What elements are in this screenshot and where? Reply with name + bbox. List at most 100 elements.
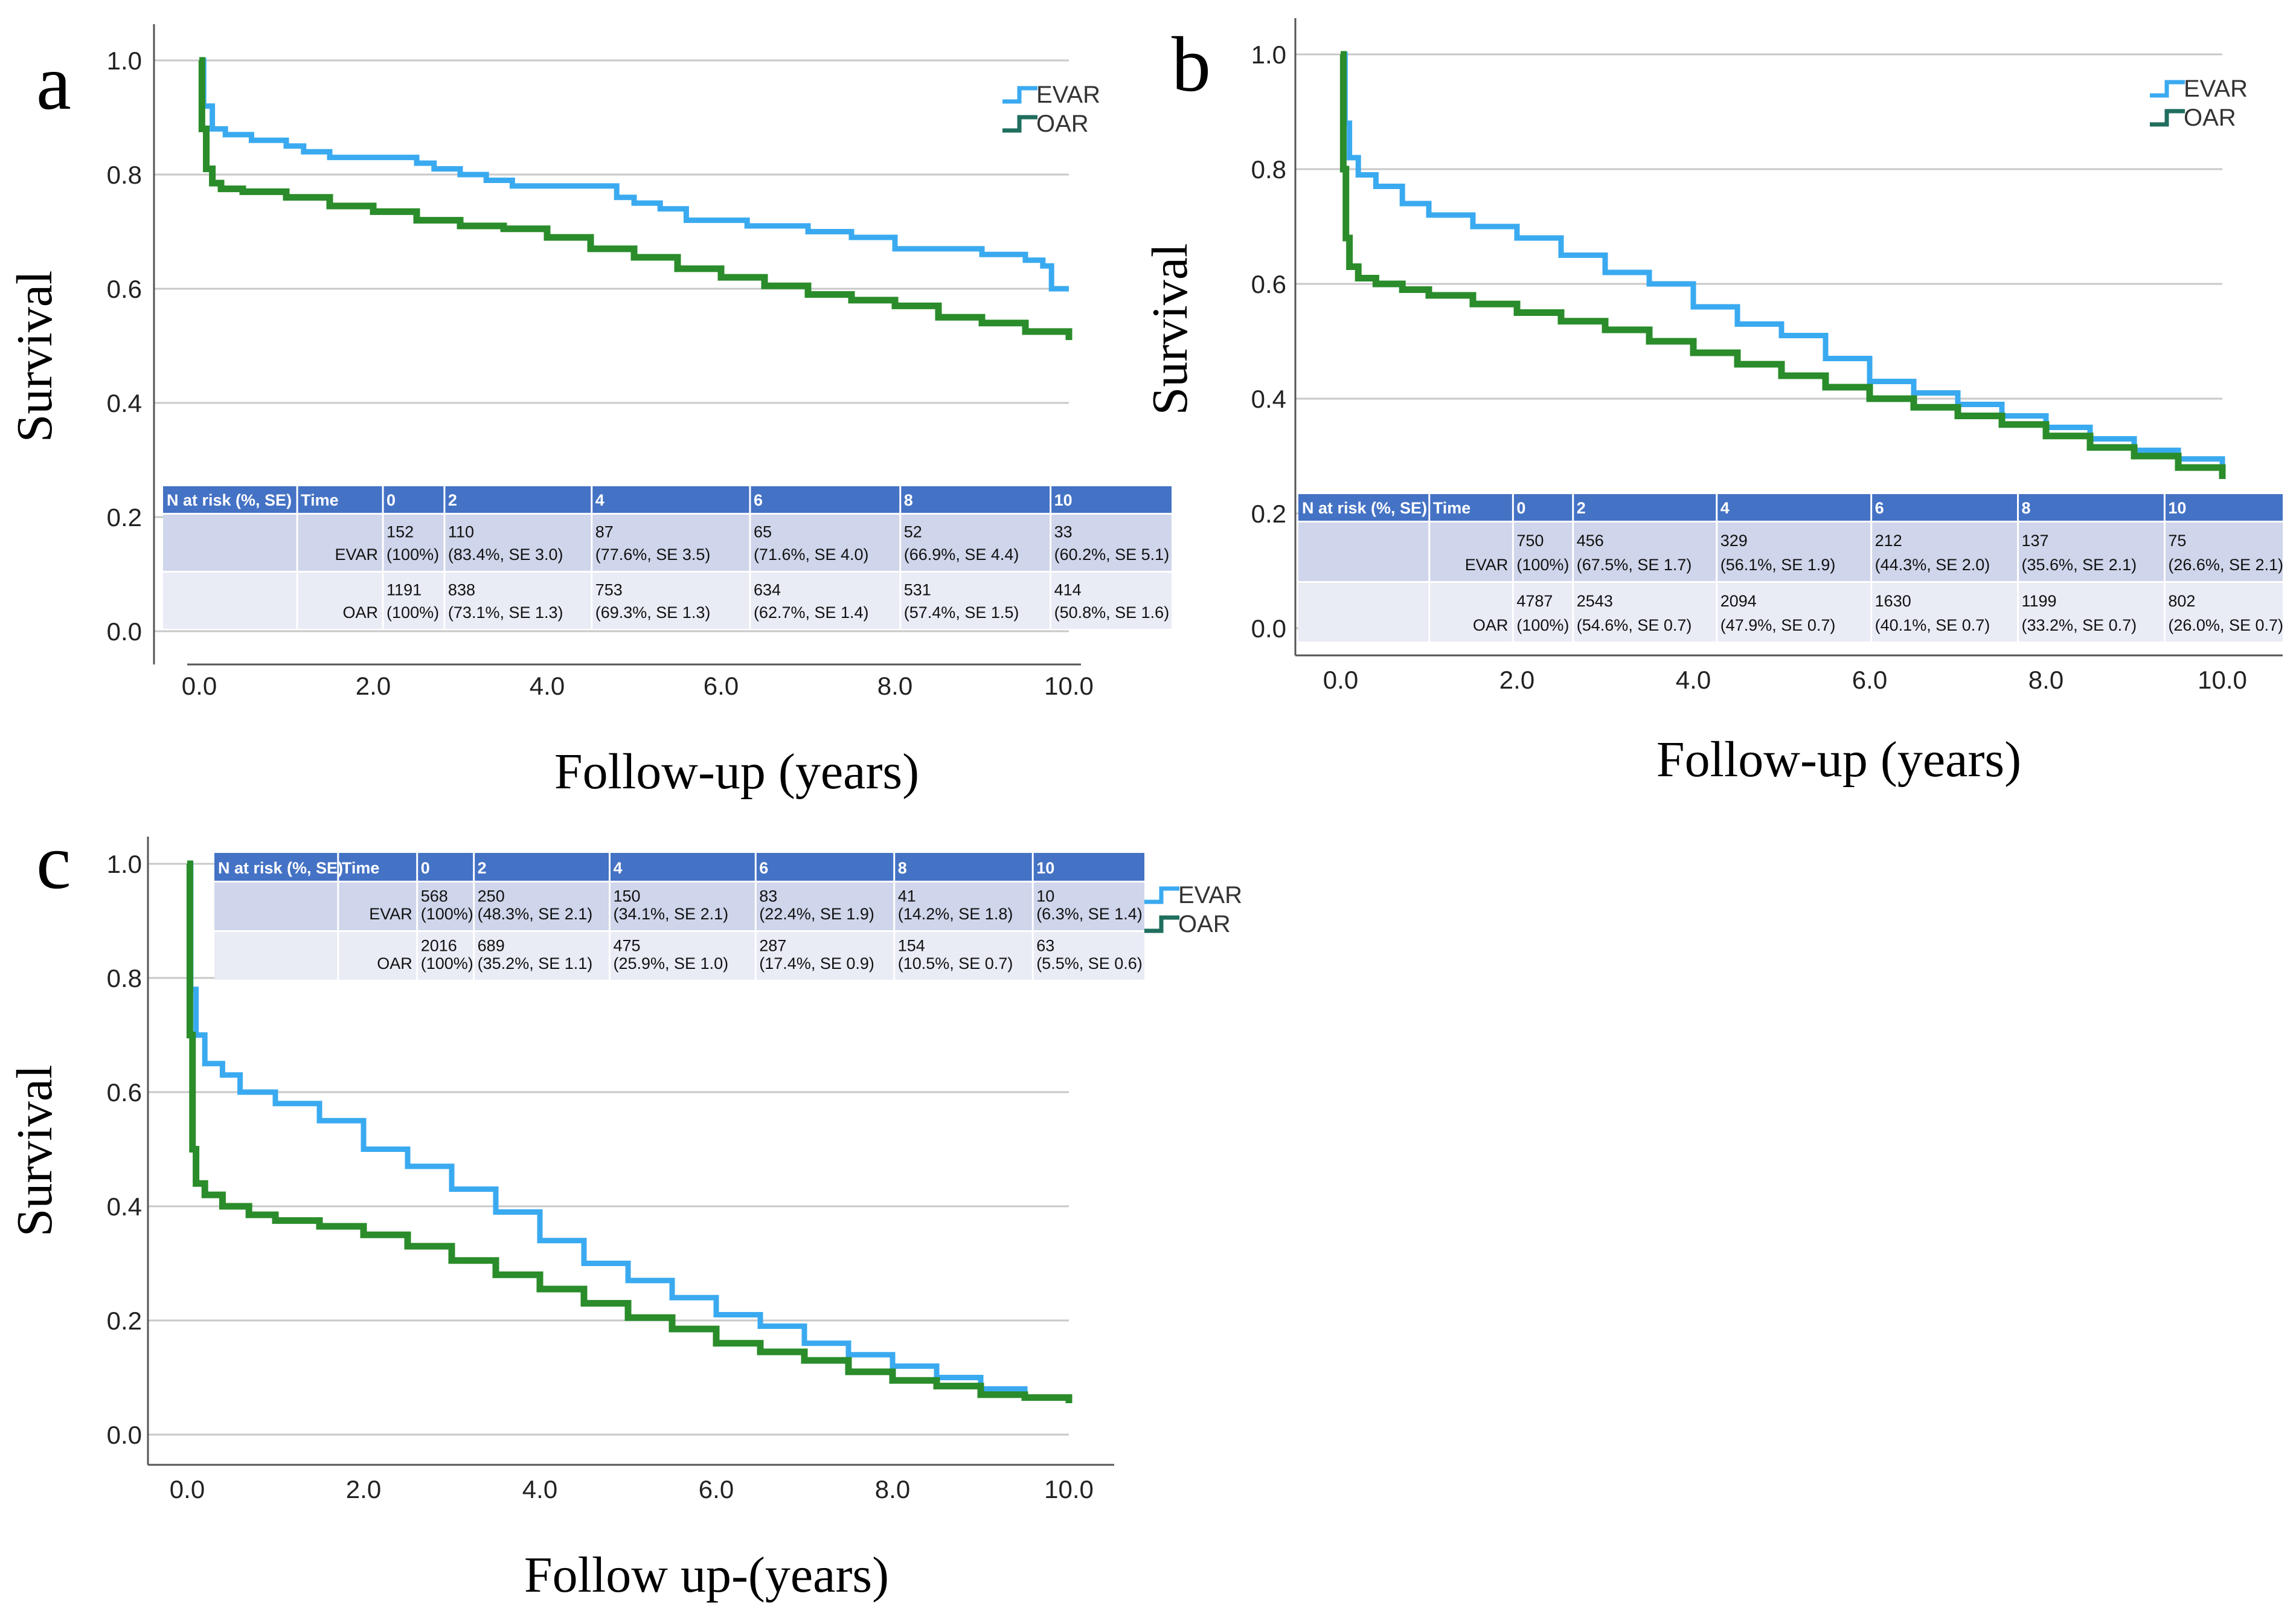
- y-tick-label: 0.2: [107, 503, 142, 532]
- x-tick-label: 10.0: [1044, 672, 1094, 700]
- y-tick-label: 0.8: [1251, 155, 1286, 184]
- legend-label-oar: OAR: [1178, 911, 1231, 937]
- table-row: [163, 515, 1172, 571]
- x-tick-label: 4.0: [530, 672, 565, 700]
- table-header-cell: N at risk (%, SE): [167, 491, 292, 509]
- table-cell-count: 150: [614, 887, 641, 905]
- y-tick-label: 1.0: [107, 850, 142, 878]
- table-row-label: OAR: [377, 954, 412, 973]
- table-header-cell: N at risk (%, SE): [218, 859, 343, 877]
- table-cell-count: 52: [904, 523, 922, 541]
- x-tick-label: 0.0: [170, 1475, 205, 1503]
- table-row-label: EVAR: [335, 545, 379, 564]
- table-cell-percent: (100%): [421, 954, 473, 973]
- legend-swatch-evar: [1144, 886, 1179, 904]
- table-header-bg: [1298, 494, 2283, 521]
- table-header-cell: N at risk (%, SE): [1302, 499, 1427, 517]
- y-tick-label: 0.6: [107, 1078, 142, 1107]
- y-tick-label: 0.8: [107, 964, 142, 992]
- x-tick-label: 10.0: [1044, 1475, 1094, 1503]
- table-cell-count: 456: [1577, 532, 1604, 550]
- table-row: [214, 883, 1144, 930]
- table-cell-count: 154: [898, 936, 925, 954]
- table-cell-count: 212: [1875, 532, 1902, 550]
- table-cell-count: 4787: [1516, 592, 1553, 610]
- table-header-cell: 6: [1875, 499, 1884, 517]
- panel-letter: b: [1172, 21, 1211, 108]
- table-cell-count: 152: [386, 523, 414, 541]
- table-cell-count: 1199: [2022, 592, 2057, 610]
- table-cell-percent: (47.9%, SE 0.7): [1720, 616, 1836, 634]
- table-row-label: EVAR: [369, 905, 412, 923]
- table-header-cell: 2: [448, 491, 457, 509]
- table-cell-count: 689: [478, 936, 505, 954]
- panel-letter: a: [36, 39, 71, 126]
- table-cell-count: 838: [448, 580, 475, 599]
- legend-label-evar: EVAR: [1178, 882, 1242, 908]
- x-axis-label: Follow-up (years): [1656, 732, 2021, 788]
- table-cell-percent: (77.6%, SE 3.5): [595, 545, 711, 564]
- table-row-label: OAR: [343, 603, 379, 622]
- table-cell-percent: (5.5%, SE 0.6): [1036, 954, 1143, 973]
- legend-label-evar: EVAR: [2184, 76, 2248, 102]
- table-header-cell: 4: [1720, 499, 1730, 517]
- legend-label-oar: OAR: [2184, 105, 2236, 131]
- table-header-bg: [214, 853, 1144, 881]
- table-cell-percent: (60.2%, SE 5.1): [1054, 545, 1170, 564]
- panel-b: b 0.0 0.2 0.4 0.6 0.8 1.0 0.0 2.0 4.0 6.0 8.0 10.0 Fo…: [1142, 18, 2283, 788]
- table-cell-percent: (48.3%, SE 2.1): [478, 905, 593, 923]
- table-cell-count: 75: [2168, 532, 2186, 550]
- table-cell-count: 1630: [1875, 592, 1911, 610]
- x-tick-label: 2.0: [346, 1475, 381, 1503]
- legend-swatch-evar: [1002, 86, 1037, 104]
- legend-swatch-evar: [2150, 80, 2185, 98]
- table-header-bg: [163, 486, 1172, 513]
- panel-a: a 0.0 0.2 0.4 0.6 0.8 1.0 0.0 2.0 4.0 6.0 8.0 10.0 Fo…: [7, 24, 1172, 800]
- table-cell-count: 63: [1036, 936, 1054, 954]
- x-tick-label: 4.0: [522, 1475, 557, 1503]
- series-line-evar: [1341, 51, 2225, 474]
- table-cell-count: 87: [595, 523, 614, 541]
- table-cell-percent: (33.2%, SE 0.7): [2022, 616, 2137, 634]
- table-cell-percent: (100%): [386, 603, 439, 622]
- y-tick-label: 0.2: [107, 1307, 142, 1335]
- table-cell-percent: (100%): [1516, 616, 1569, 634]
- table-cell-count: 137: [2022, 532, 2049, 550]
- table-cell-percent: (100%): [421, 905, 473, 923]
- legend-swatch-oar: [2150, 109, 2185, 127]
- risk-table: N at risk (%, SE)Time 0 2 4 6 8 10EVAR568(100%…: [214, 853, 1144, 980]
- series-line-oar: [198, 57, 1073, 341]
- panel-c: c 0.0 0.2 0.4 0.6 0.8 1.0 0.0 2.0 4.0 6.0 8.0 10.0 Fo…: [7, 818, 1242, 1603]
- table-cell-percent: (6.3%, SE 1.4): [1036, 905, 1143, 923]
- y-tick-label: 1.0: [1251, 40, 1286, 69]
- table-cell-count: 414: [1054, 580, 1082, 599]
- y-tick-label: 0.0: [1251, 614, 1286, 643]
- y-axis-label: Survival: [7, 271, 63, 443]
- y-tick-label: 0.4: [107, 1192, 142, 1221]
- table-cell-count: 65: [754, 523, 772, 541]
- table-cell-count: 41: [898, 887, 916, 905]
- y-tick-label: 0.0: [107, 1421, 142, 1449]
- table-cell-count: 329: [1720, 532, 1748, 550]
- table-header-cell: Time: [342, 859, 380, 877]
- table-header-cell: 8: [904, 491, 913, 509]
- table-cell-count: 110: [448, 523, 474, 541]
- table-cell-percent: (71.6%, SE 4.0): [754, 545, 869, 564]
- table-row-label: OAR: [1473, 616, 1509, 634]
- table-cell-percent: (57.4%, SE 1.5): [904, 603, 1019, 622]
- table-cell-percent: (50.8%, SE 1.6): [1054, 603, 1170, 622]
- legend-label-evar: EVAR: [1036, 82, 1100, 108]
- y-tick-label: 0.6: [107, 275, 142, 303]
- table-cell-count: 2543: [1577, 592, 1613, 610]
- table-header-cell: 0: [421, 859, 430, 877]
- table-cell-percent: (22.4%, SE 1.9): [759, 905, 874, 923]
- table-header-cell: 0: [386, 491, 396, 509]
- x-tick-label: 0.0: [1323, 666, 1358, 694]
- table-cell-count: 2016: [421, 936, 457, 954]
- table-header-cell: 2: [1577, 499, 1586, 517]
- x-tick-label: 0.0: [182, 672, 217, 700]
- x-tick-label: 2.0: [1499, 666, 1534, 694]
- x-tick-label: 6.0: [699, 1475, 734, 1503]
- table-header-cell: 8: [898, 859, 907, 877]
- table-cell-percent: (25.9%, SE 1.0): [614, 954, 729, 973]
